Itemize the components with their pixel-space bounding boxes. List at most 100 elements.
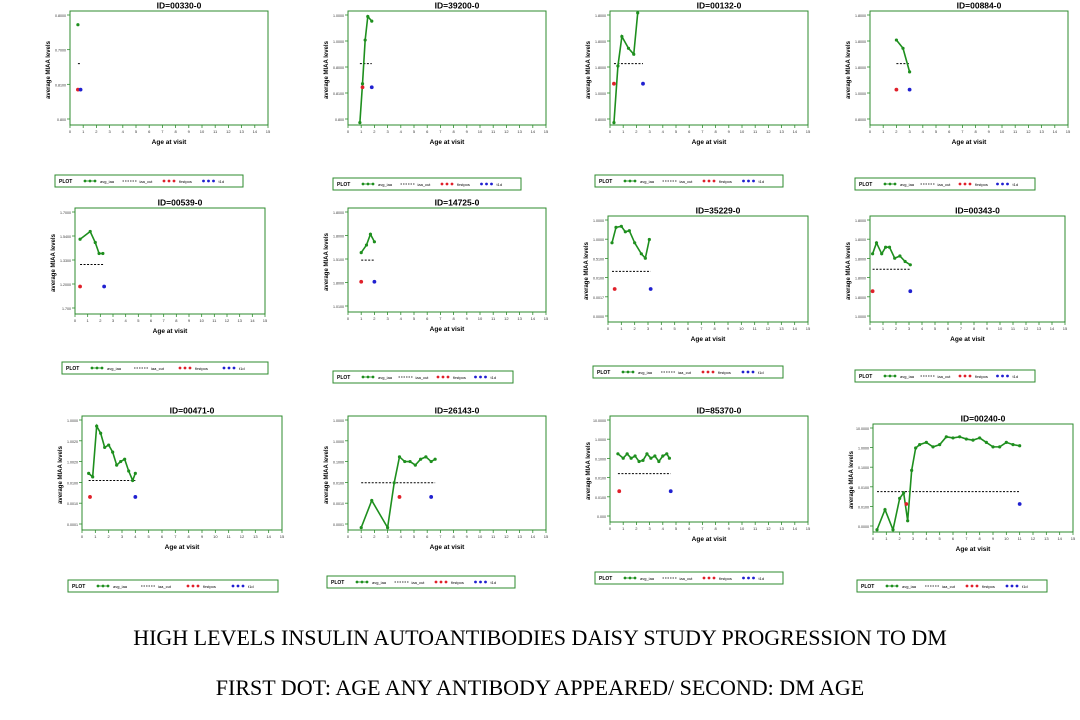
legend-symbol-dot xyxy=(222,366,226,370)
x-tick-label: 14 xyxy=(531,534,536,539)
x-tick-label: 0 xyxy=(347,129,350,134)
legend: PLOT avg_iaa iaa_cut firstpos t1d xyxy=(592,365,784,379)
x-tick-label: 9 xyxy=(986,326,989,331)
y-tick-label: 1.0100 xyxy=(333,305,344,309)
legend: PLOT avg_iaa iaa_cut firstpos t1d xyxy=(61,361,269,375)
series-point xyxy=(924,440,928,444)
x-tick-label: 3 xyxy=(648,526,651,531)
legend-label: PLOT xyxy=(59,179,72,185)
x-tick-label: 10 xyxy=(998,326,1003,331)
chart-panel: ID=00132-0 0.8000 1.0000 1.8000 1.8000 1.8000… xyxy=(586,1,811,188)
series-point xyxy=(636,11,640,15)
series-point xyxy=(647,237,651,242)
first-dot xyxy=(612,287,617,291)
y-tick-label: 0.0100 xyxy=(67,481,78,485)
second-dot xyxy=(429,495,434,499)
x-tick-label: 3 xyxy=(386,534,389,539)
caption-line-2: FIRST DOT: AGE ANY ANTIBODY APPEARED/ SE… xyxy=(215,675,865,700)
legend-symbol-dot xyxy=(996,182,999,186)
x-tick-label: 6 xyxy=(688,129,691,134)
x-tick-label: 4 xyxy=(925,536,928,541)
y-tick-label: 1.0000 xyxy=(595,92,606,96)
y-tick-label: 1.0000 xyxy=(595,438,606,442)
x-tick-label: 8 xyxy=(175,318,178,323)
x-tick-label: 8 xyxy=(452,129,455,134)
y-tick-label: 0.8100 xyxy=(333,92,344,96)
series-point xyxy=(372,240,376,244)
legend-symbol-dot xyxy=(702,179,706,183)
x-tick-label: 2 xyxy=(95,129,98,134)
legend-item-label: t1d xyxy=(759,179,765,184)
x-tick-label: 5 xyxy=(675,129,678,134)
x-axis-label: Age at visit xyxy=(952,139,988,146)
x-tick-label: 14 xyxy=(531,316,536,321)
series-point xyxy=(906,519,910,523)
x-tick-label: 15 xyxy=(263,318,268,323)
first-dot xyxy=(894,87,899,92)
x-tick-label: 1 xyxy=(87,318,90,323)
series-point xyxy=(95,424,99,428)
legend-symbol-dot xyxy=(711,370,715,374)
x-tick-label: 1 xyxy=(622,129,625,134)
legend-symbol-dot xyxy=(747,179,750,183)
series-point xyxy=(637,459,641,464)
series-point xyxy=(107,443,111,447)
legend: PLOT avg_iaa iaa_cut firstpos t1d xyxy=(332,370,514,384)
legend-symbol-dot xyxy=(186,584,190,588)
series-point xyxy=(370,498,374,503)
y-tick-label: 1.8000 xyxy=(333,282,344,286)
x-tick-label: 11 xyxy=(1018,536,1023,541)
x-tick-label: 12 xyxy=(226,129,231,134)
legend-symbol-dot xyxy=(191,584,195,588)
y-axis-label: average MIAA levels xyxy=(51,233,57,291)
legend-symbol-dot xyxy=(241,584,245,588)
series-point xyxy=(621,456,625,460)
series-point xyxy=(620,34,624,39)
x-tick-label: 7 xyxy=(701,526,704,531)
legend-item-label: t1d xyxy=(759,576,765,581)
x-axis-label: Age at visit xyxy=(430,326,466,333)
x-tick-label: 11 xyxy=(753,526,758,531)
x-tick-label: 6 xyxy=(952,536,955,541)
x-tick-label: 12 xyxy=(225,318,230,323)
y-tick-label: 0.0017 xyxy=(593,296,604,300)
x-tick-label: 2 xyxy=(99,318,102,323)
x-tick-label: 6 xyxy=(150,318,153,323)
series-point xyxy=(99,431,103,435)
legend-symbol-dot xyxy=(741,370,745,374)
legend-symbol-dot xyxy=(479,375,482,379)
legend-symbol-dot xyxy=(450,182,454,186)
series-point xyxy=(408,459,412,464)
x-tick-label: 8 xyxy=(973,326,976,331)
legend-item-label: iaa_cut xyxy=(416,375,430,380)
series-point xyxy=(964,437,968,441)
legend-item-label: t1d xyxy=(1013,374,1019,379)
y-tick-label: 1.700 xyxy=(62,307,71,311)
series-point xyxy=(667,456,672,460)
x-tick-label: 3 xyxy=(386,129,389,134)
x-tick-label: 9 xyxy=(988,129,991,134)
series-point xyxy=(884,245,888,249)
x-tick-label: 0 xyxy=(609,526,612,531)
series-point xyxy=(626,46,631,50)
x-tick-label: 12 xyxy=(766,526,771,531)
legend-item-label: avg_iaa xyxy=(378,375,393,380)
y-tick-label: 1.8000 xyxy=(855,14,866,18)
legend-box xyxy=(332,370,514,384)
series-point xyxy=(665,452,669,456)
x-tick-label: 15 xyxy=(1071,536,1076,541)
plot-frame xyxy=(869,215,1066,323)
chart-panel: ID=14725-0 1.0100 1.8000 1.5100 1.8000 1.8000… xyxy=(324,198,549,384)
x-tick-label: 14 xyxy=(253,129,258,134)
legend-label: PLOT xyxy=(859,374,872,380)
series-point xyxy=(1004,440,1008,444)
y-tick-label: 1.0000 xyxy=(593,238,604,242)
x-tick-label: 4 xyxy=(400,316,403,321)
series-point xyxy=(359,526,363,530)
legend-item-label: firstpos xyxy=(451,580,464,585)
first-dot xyxy=(617,489,622,494)
y-tick-label: 0.8000 xyxy=(595,118,606,122)
y-tick-label: 0.0000 xyxy=(593,315,604,319)
series-point xyxy=(413,463,417,467)
